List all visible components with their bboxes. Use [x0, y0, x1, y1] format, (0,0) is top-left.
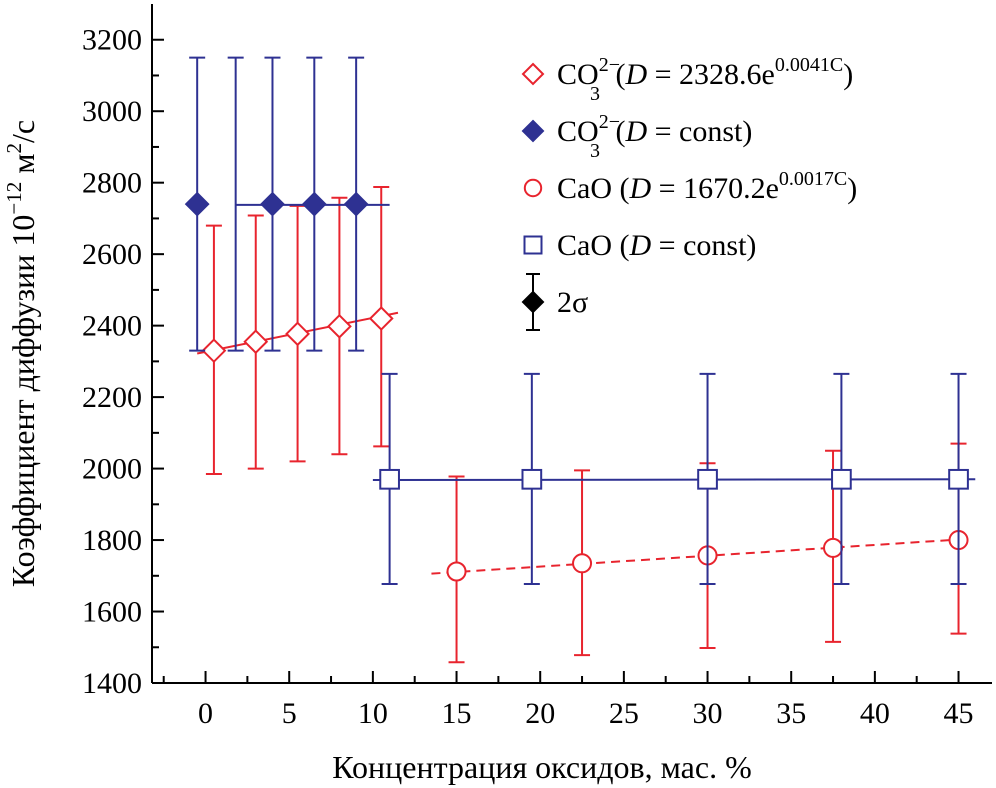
- data-point: [343, 191, 369, 217]
- data-point: [831, 468, 852, 490]
- legend-label: CaO (D = const): [557, 229, 756, 262]
- legend-label: CaO (D = 1670.2e0.0017C): [557, 168, 857, 205]
- x-tick-label: 40: [860, 697, 890, 730]
- x-tick-label: 20: [525, 697, 555, 730]
- x-tick-label: 0: [198, 697, 213, 730]
- data-point: [326, 313, 352, 339]
- data-point: [823, 537, 844, 558]
- axes: [151, 4, 992, 684]
- series-3: [372, 372, 976, 586]
- data-point: [379, 468, 400, 490]
- series-0: [196, 185, 399, 475]
- data-point: [521, 468, 543, 490]
- data-point: [697, 468, 718, 490]
- y-tick-label: 3200: [82, 24, 142, 57]
- y-tick-label: 2000: [82, 453, 142, 486]
- legend-label: 2σ: [557, 286, 588, 319]
- x-tick-label: 15: [442, 697, 472, 730]
- data-point: [184, 191, 210, 217]
- x-tick-label: 10: [358, 697, 388, 730]
- y-tick-label: 2400: [82, 310, 142, 343]
- plot-area: [184, 56, 976, 664]
- legend-marker: [521, 119, 545, 143]
- legend-item: CaO (D = const): [523, 229, 756, 262]
- legend-marker: [523, 235, 543, 255]
- legend-label: CO2− 3 (D = 2328.6e0.0041C): [557, 54, 853, 105]
- legend-marker: [521, 290, 545, 314]
- series-1: [184, 56, 390, 352]
- legend-item: CO2− 3 (D = 2328.6e0.0041C): [521, 54, 853, 105]
- data-point: [285, 321, 310, 347]
- y-tick-label: 1800: [82, 524, 142, 557]
- x-tick-label: 25: [609, 697, 639, 730]
- data-point: [572, 553, 593, 574]
- data-point: [368, 306, 394, 331]
- x-tick-label: 5: [282, 697, 297, 730]
- x-axis-label: Концентрация оксидов, мас. %: [332, 749, 751, 785]
- legend-item: CaO (D = 1670.2e0.0017C): [523, 168, 857, 205]
- y-tick-label: 3000: [82, 95, 142, 128]
- data-point: [260, 191, 285, 217]
- y-tick-label: 2600: [82, 238, 142, 271]
- legend-item: 2σ: [521, 273, 588, 331]
- data-point: [301, 191, 327, 217]
- y-tick-label: 1400: [82, 667, 142, 700]
- y-tick-label: 2800: [82, 167, 142, 200]
- data-point: [201, 338, 227, 364]
- legend-label: CO2− 3 (D = const): [557, 111, 752, 162]
- fit-line: [372, 478, 976, 482]
- y-tick-label: 2200: [82, 381, 142, 414]
- x-tick-label: 45: [944, 697, 974, 730]
- data-point: [446, 561, 467, 582]
- x-tick-label: 35: [776, 697, 806, 730]
- y-axis-label: Коэффициент диффузии 10−12 м2/с: [2, 120, 41, 587]
- data-point: [243, 329, 269, 355]
- ticks: 1400 1600 1800 2000 2200 2400 2600 2800 3000 3200…: [82, 24, 974, 730]
- legend: CO2− 3 (D = 2328.6e0.0041C) CO2− 3 (D = con…: [521, 54, 857, 331]
- x-tick-label: 30: [693, 697, 723, 730]
- data-point: [948, 468, 969, 490]
- y-tick-label: 1600: [82, 596, 142, 629]
- legend-marker: [521, 62, 545, 86]
- legend-item: CO2− 3 (D = const): [521, 111, 752, 162]
- legend-marker: [523, 178, 543, 198]
